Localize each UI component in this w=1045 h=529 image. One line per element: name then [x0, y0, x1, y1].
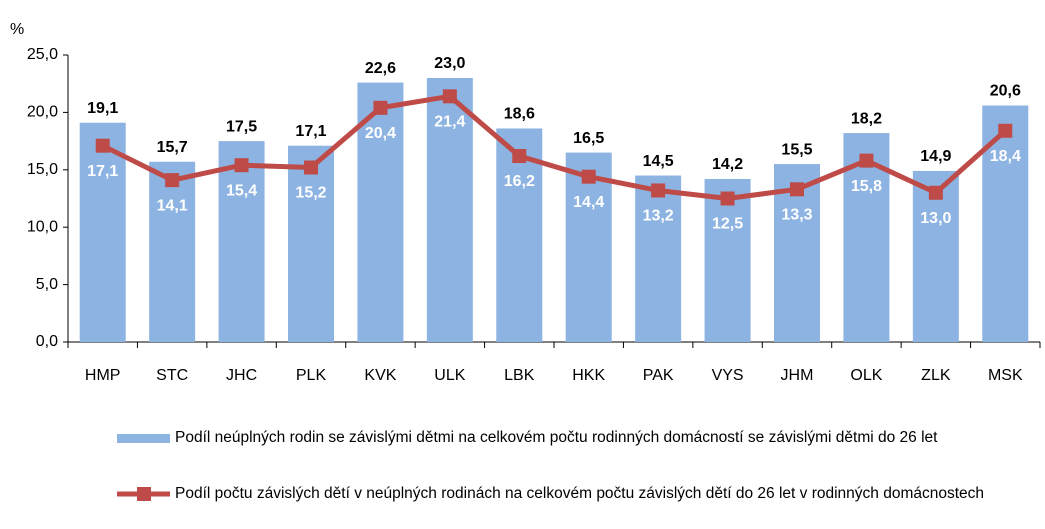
line-value-label: 14,4 [573, 194, 604, 211]
x-tick-label: OLK [850, 367, 882, 384]
bar-value-label: 14,9 [920, 148, 951, 165]
bar [149, 161, 196, 342]
line [101, 93, 1007, 201]
y-tick-label: 20,0 [27, 104, 58, 121]
bar-value-label: 17,1 [295, 123, 326, 140]
y-tick-label: 0,0 [36, 333, 58, 350]
bar-value-label: 16,5 [573, 130, 604, 147]
bar [288, 145, 334, 342]
line-marker [442, 89, 457, 104]
line-value-label: 17,1 [87, 163, 118, 180]
bar-value-label: 14,2 [712, 156, 743, 173]
y-axis-unit: % [10, 21, 24, 38]
x-tick-label: STC [156, 367, 188, 384]
bar [357, 82, 404, 342]
bar-value-label: 15,7 [157, 139, 188, 156]
x-tick-label: JHM [781, 367, 814, 384]
bar-value-label: 23,0 [434, 55, 465, 72]
line-value-label: 18,4 [990, 148, 1021, 165]
line-marker [651, 183, 666, 198]
y-tick-label: 25,0 [27, 46, 58, 63]
line-marker [165, 173, 180, 188]
line-value-label: 13,3 [781, 207, 812, 224]
bar-value-label: 15,5 [781, 141, 812, 158]
line-marker [234, 158, 249, 173]
bar-value-label: 18,2 [851, 110, 882, 127]
bar-value-label: 17,5 [226, 118, 257, 135]
line-marker [790, 182, 804, 197]
bar [704, 178, 751, 342]
x-tick-label: JHC [226, 367, 257, 384]
bar [496, 128, 543, 342]
x-tick-label: PLK [296, 367, 327, 384]
bar [79, 122, 126, 343]
x-tick-label: ULK [434, 367, 465, 384]
line-marker [581, 169, 596, 184]
y-tick-label: 10,0 [27, 218, 58, 235]
line-marker [373, 100, 388, 115]
x-tick-label: MSK [988, 367, 1023, 384]
legend-label: Podíl počtu závislých dětí v neúplných r… [175, 485, 985, 502]
bar-value-label: 20,6 [990, 83, 1021, 100]
line-value-label: 14,1 [157, 197, 188, 214]
legend-swatch [137, 487, 151, 501]
x-tick-label: KVK [364, 367, 396, 384]
bar-value-label: 14,5 [643, 153, 674, 170]
line-marker [95, 138, 110, 153]
x-tick-label: LBK [504, 367, 535, 384]
bar [565, 152, 612, 342]
line-value-label: 15,4 [226, 182, 257, 199]
x-tick-label: PAK [643, 367, 674, 384]
line-marker [720, 191, 735, 206]
line-value-label: 15,2 [295, 185, 326, 202]
x-tick-label: VYS [712, 367, 744, 384]
bar [426, 77, 473, 343]
line-marker [304, 160, 318, 175]
line-value-label: 13,2 [643, 208, 674, 225]
line-marker [512, 149, 527, 164]
x-tick-label: ZLK [921, 367, 951, 384]
x-tick-label: HKK [572, 367, 605, 384]
bar-value-label: 22,6 [365, 60, 396, 77]
line-value-label: 12,5 [712, 216, 743, 233]
y-tick-label: 15,0 [27, 161, 58, 178]
bar-value-label: 19,1 [87, 100, 118, 117]
y-tick-label: 5,0 [36, 276, 58, 293]
line-value-label: 15,8 [851, 178, 882, 195]
bar [218, 141, 265, 342]
line-marker [928, 185, 943, 200]
bar [982, 105, 1029, 343]
bar-value-label: 18,6 [504, 106, 535, 123]
line-value-label: 21,4 [434, 114, 465, 131]
legend-label: Podíl neúplných rodin se závislými dětmi… [175, 429, 938, 446]
line-marker [998, 123, 1013, 138]
legend-swatch [117, 434, 170, 443]
line-value-label: 13,0 [920, 210, 951, 227]
line-value-label: 16,2 [504, 173, 535, 190]
x-tick-label: HMP [85, 367, 121, 384]
line-marker [859, 153, 874, 168]
bar [635, 175, 682, 342]
line-value-label: 20,4 [365, 125, 396, 142]
